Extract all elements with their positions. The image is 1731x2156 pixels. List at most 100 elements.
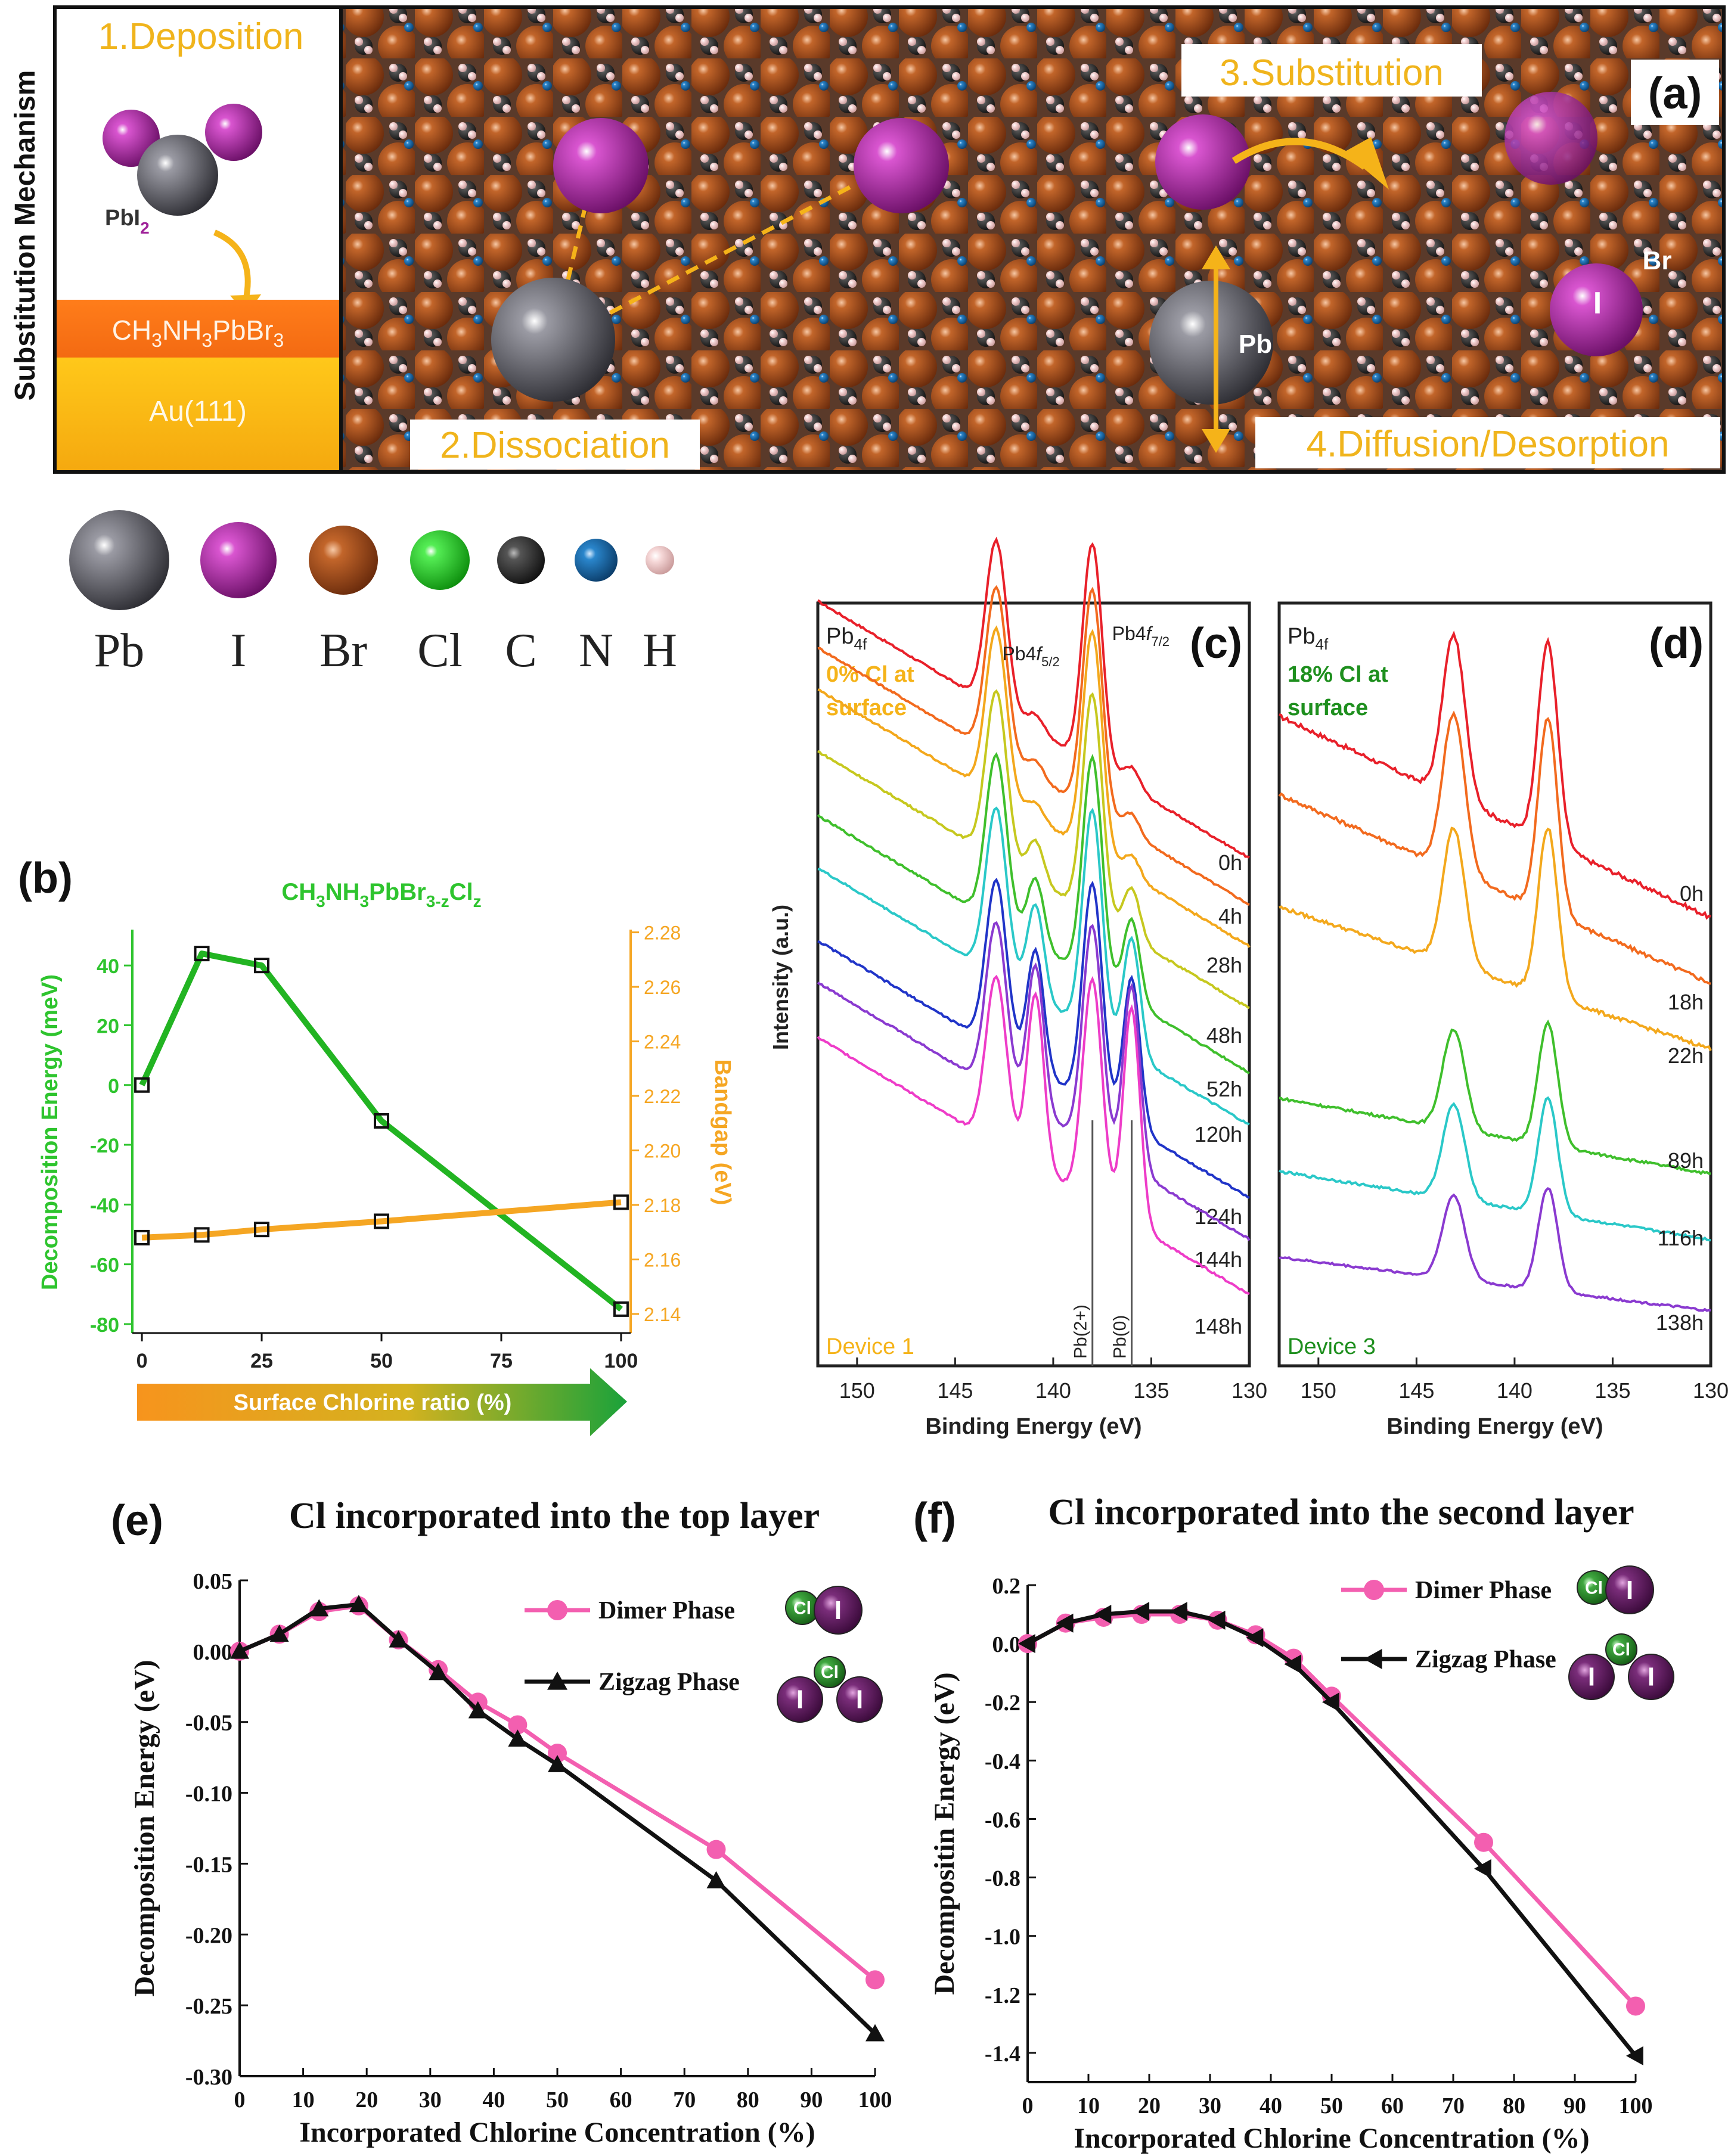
panel-b-point <box>134 1077 150 1093</box>
atom-legend-swatch-i <box>200 522 277 598</box>
panel-e-point <box>429 1663 448 1680</box>
step3-label: 3.Substitution <box>1220 52 1444 94</box>
panel-b-left-tick-label: -20 <box>90 1135 119 1157</box>
panel-f-point <box>1284 1654 1302 1674</box>
panel-f-legend-marker <box>1364 1649 1382 1669</box>
panel-b-left-tick-label: -80 <box>90 1314 119 1337</box>
panel-b-right-tick-label: 2.22 <box>644 1086 681 1107</box>
atom-legend-swatch-n <box>575 539 618 582</box>
panel-a-label: (a) <box>1648 69 1702 118</box>
panel-c-x-tick-label: 145 <box>937 1378 973 1403</box>
atom-legend-swatch-cl <box>410 530 470 590</box>
panel-e-x-tick-label: 90 <box>800 2087 823 2112</box>
layer-part-1: 3 <box>151 330 162 351</box>
panel-f-point <box>1474 1859 1491 1878</box>
panel-e-icon-cl-label: Cl <box>821 1663 839 1682</box>
panel-e-icon-i-label: I <box>856 1685 863 1714</box>
panel-f-point <box>1322 1692 1339 1712</box>
panel-c-spectrum-3 <box>817 689 1250 1009</box>
panel-f-x-tick-label: 100 <box>1619 2093 1653 2118</box>
panel-b-chart: (b) CH3NH3PbBr3-zClz40200-20-40-60-802.28… <box>18 855 735 1436</box>
panel-e-y-tick-label: 0.05 <box>193 1569 233 1594</box>
panel-d-frame <box>1277 601 1713 1368</box>
panel-c-series-label: 4h <box>1218 904 1242 928</box>
panel-f-legend-label-1: Zigzag Phase <box>1415 1646 1556 1673</box>
panel-c-series-label: 0h <box>1218 850 1242 875</box>
panel-e-title: Cl incorporated into the top layer <box>289 1496 820 1536</box>
panel-f-icon-i <box>1628 1654 1674 1700</box>
panel-f-icon-i <box>1605 1565 1654 1614</box>
panel-e-y-tick-label: -0.25 <box>185 1994 232 2019</box>
layer-part-4: PbBr <box>212 315 273 346</box>
panel-b-right-tick-label: 2.26 <box>644 977 681 998</box>
pbi2-lead <box>137 135 218 216</box>
panel-c-spectrum-6 <box>817 877 1250 1199</box>
panel-b-right-tick-label: 2.20 <box>644 1141 681 1162</box>
panel-e-x-tick-label: 10 <box>292 2087 315 2112</box>
step2-label: 2.Dissociation <box>440 425 670 466</box>
substituting-iodine <box>1155 114 1251 210</box>
panel-c-series-label: 28h <box>1206 953 1242 977</box>
panel-f-x-tick-label: 50 <box>1320 2093 1343 2118</box>
panel-b-left-tick-label: -40 <box>90 1194 119 1217</box>
panel-f-y-tick-label: -1.2 <box>985 1983 1020 2008</box>
panel-e-point <box>468 1701 488 1719</box>
panel-f-y-tick-label: -0.2 <box>985 1691 1020 1716</box>
panel-b-right-tick-label: 2.18 <box>644 1195 681 1216</box>
panel-c-label: (c) <box>1190 620 1242 667</box>
panel-c-series-label: 120h <box>1195 1122 1242 1147</box>
panel-d-x-tick-label: 130 <box>1693 1378 1729 1403</box>
panel-c-x-tick-label: 130 <box>1231 1378 1267 1403</box>
panel-c-peak2-part: Pb4 <box>1112 623 1146 644</box>
panel-e-point <box>548 1755 567 1772</box>
pbi2-iodine-right <box>205 104 262 161</box>
panel-c-peak1-part: 5/2 <box>1041 654 1060 669</box>
panel-d-series-label: 138h <box>1656 1310 1704 1335</box>
atom-legend-label-pb: Pb <box>94 625 145 677</box>
panel-f-point <box>1208 1610 1226 1630</box>
panel-f-icon-cl-label: Cl <box>1585 1579 1603 1598</box>
panel-f-x-tick-label: 20 <box>1138 2093 1161 2118</box>
panel-c-spectrum-0 <box>817 536 1250 859</box>
panel-e-point <box>866 1970 885 1990</box>
panel-f-icon-cl-label: Cl <box>1612 1640 1630 1660</box>
layer-part-0: CH <box>112 315 151 346</box>
diffusing-lead <box>1149 281 1273 405</box>
panel-e-point <box>269 1624 289 1642</box>
panel-f-xlabel: Incorporated Chlorine Concentration (%) <box>1074 2123 1589 2154</box>
panel-e-x-tick-label: 70 <box>673 2087 696 2112</box>
panel-f-x-tick-label: 0 <box>1022 2093 1034 2118</box>
panel-b-title-part: 3 <box>360 892 370 911</box>
panel-e-legend-label-1: Zigzag Phase <box>598 1669 740 1696</box>
panel-b-xlabel: Surface Chlorine ratio (%) <box>234 1390 512 1415</box>
perovskite-layer <box>57 300 340 358</box>
panel-b-point <box>194 946 210 962</box>
atom-legend-label-h: H <box>643 625 677 677</box>
panel-d-device: Device 3 <box>1288 1334 1376 1359</box>
panel-b-point <box>134 1229 150 1245</box>
panel-e-chart: (e) Cl incorporated into the top layer 0.0… <box>111 1496 892 2148</box>
panel-d-series-label: 22h <box>1668 1043 1704 1068</box>
panel-b-x-tick-label: 50 <box>370 1350 393 1372</box>
substitution-arrow <box>1231 138 1367 170</box>
panel-f-x-tick-label: 70 <box>1442 2093 1465 2118</box>
panel-f-x-tick-label: 40 <box>1260 2093 1282 2118</box>
pbi2-formula: PbI2 <box>105 206 150 237</box>
panel-e-point <box>349 1595 368 1613</box>
dissociated-iodine-2 <box>854 118 949 213</box>
panel-e-point <box>706 1840 726 1859</box>
panel-b-title-part: 3 <box>316 892 325 911</box>
panel-f-y-tick-label: -0.8 <box>985 1866 1020 1891</box>
panel-a-side-title: Substitution Mechanism <box>10 70 41 401</box>
label-pb-atom: Pb <box>1239 330 1272 359</box>
panel-c-peak2-part: 7/2 <box>1151 634 1169 649</box>
layer-part-2: NH <box>162 315 201 346</box>
panel-e-point <box>309 1599 329 1617</box>
surface-iodine <box>1504 92 1597 185</box>
panel-b-right-tick-label: 2.14 <box>644 1304 681 1325</box>
panel-e-icon-i-label: I <box>796 1685 804 1714</box>
atom-legend-swatch-c <box>497 536 545 584</box>
panel-c-x-tick-label: 140 <box>1035 1378 1071 1403</box>
panel-f-icon-i-label: I <box>1648 1662 1655 1691</box>
